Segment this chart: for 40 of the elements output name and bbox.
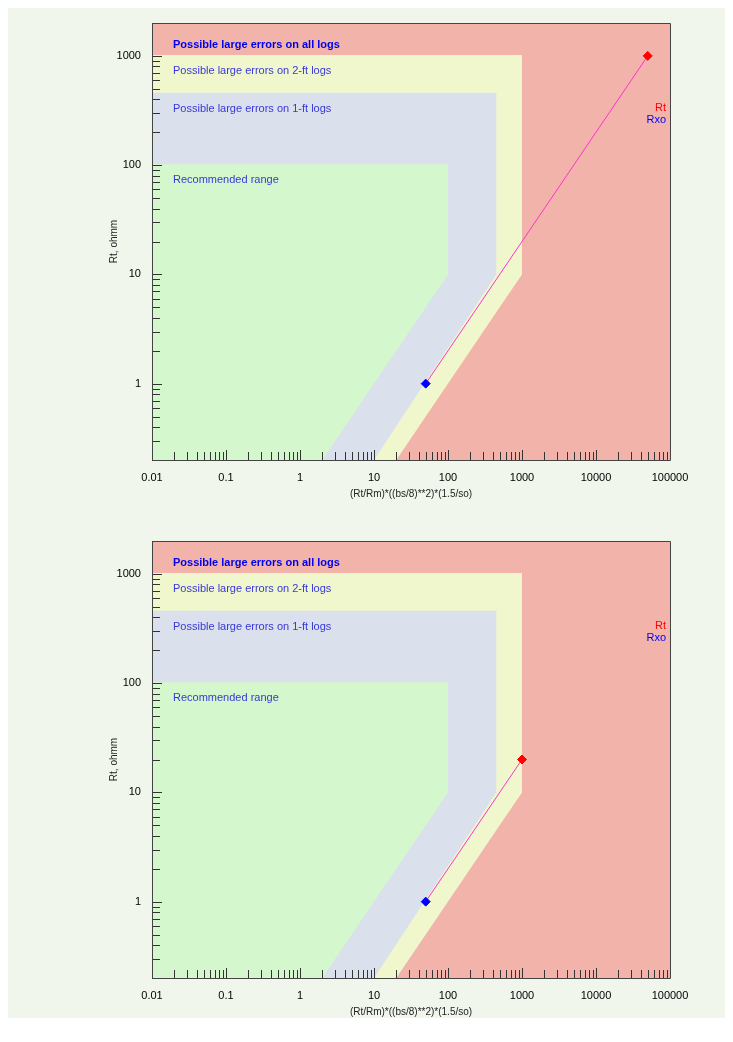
text: Rt [655, 619, 666, 632]
y-tick-label: 10 [128, 267, 141, 280]
annotation: Possible large errors on all logs [173, 38, 340, 51]
annotation: Possible large errors on all logs [173, 556, 340, 569]
series-label: Recommended range [173, 173, 279, 186]
x-tick-label: 0.01 [141, 988, 163, 1001]
text: Rxo [646, 113, 666, 126]
y-tick-label: 100 [122, 158, 141, 171]
x-tick-label: 10000 [580, 470, 612, 483]
x-axis-title: (Rt/Rm)*((bs/8)**2)*(1.5/so) [349, 1005, 473, 1017]
x-tick-label: 100000 [651, 988, 689, 1001]
text: Rxo [646, 631, 666, 644]
x-tick-label: 0.1 [218, 988, 234, 1001]
x-tick-label: 0.01 [141, 470, 163, 483]
y-tick-label: 10 [128, 785, 141, 798]
x-tick-label: 1 [296, 470, 304, 483]
text: Rt [655, 101, 666, 114]
y-axis-title: Rt, ohmm [107, 737, 119, 782]
x-tick-label: 1000 [509, 470, 535, 483]
y-tick-label: 1000 [116, 48, 141, 61]
y-axis-title: Rt, ohmm [107, 219, 119, 264]
x-tick-label: 100 [438, 470, 458, 483]
y-tick-label: 100 [122, 676, 141, 689]
y-tick-label: 1 [134, 894, 141, 907]
series-label: Possible large errors on 1-ft logs [173, 619, 332, 632]
series-label: Possible large errors on 1-ft logs [173, 101, 332, 114]
x-tick-label: 10 [367, 470, 381, 483]
x-tick-label: 1000 [509, 988, 535, 1001]
x-tick-label: 0.1 [218, 470, 234, 483]
x-tick-label: 100 [438, 988, 458, 1001]
x-tick-label: 10 [367, 988, 381, 1001]
series-label: Possible large errors on 2-ft logs [173, 63, 332, 76]
y-tick-label: 1 [134, 376, 141, 389]
series-label: Recommended range [173, 691, 279, 704]
x-tick-label: 100000 [651, 470, 689, 483]
series-label: Possible large errors on 2-ft logs [173, 581, 332, 594]
x-axis-title: (Rt/Rm)*((bs/8)**2)*(1.5/so) [349, 487, 473, 499]
y-tick-label: 1000 [116, 566, 141, 579]
x-tick-label: 10000 [580, 988, 612, 1001]
x-tick-label: 1 [296, 988, 304, 1001]
